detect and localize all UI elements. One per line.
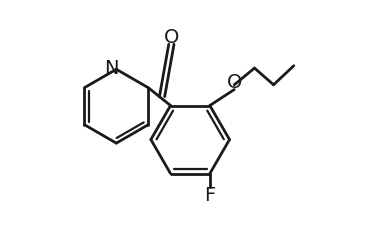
Text: F: F: [204, 186, 215, 205]
Text: N: N: [104, 59, 118, 78]
Text: O: O: [163, 28, 179, 47]
Text: O: O: [226, 73, 242, 92]
